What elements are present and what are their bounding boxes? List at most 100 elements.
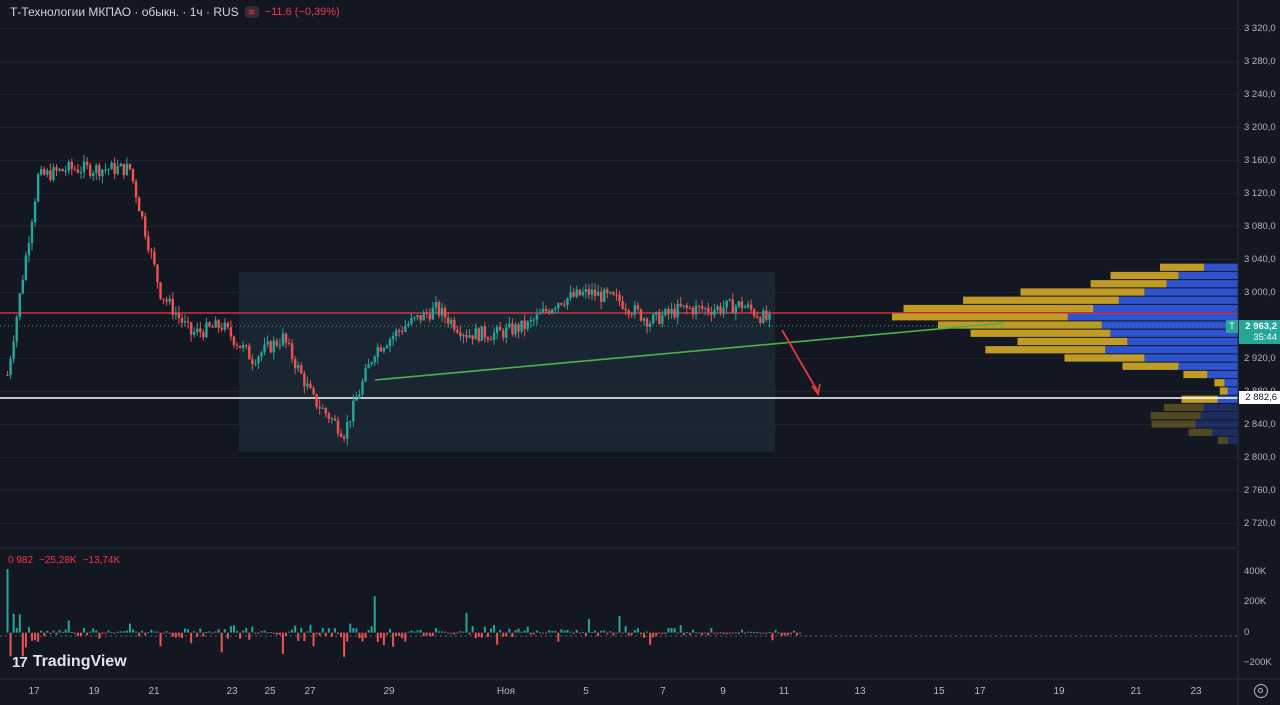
volume-bar bbox=[753, 632, 756, 634]
volume-bar bbox=[327, 628, 330, 633]
candle-body bbox=[382, 348, 386, 352]
candle-body bbox=[61, 168, 64, 172]
volume-bar bbox=[131, 629, 134, 633]
candle-body bbox=[459, 332, 462, 337]
candle-body bbox=[159, 282, 162, 299]
candle-body bbox=[535, 314, 539, 320]
volume-bar bbox=[563, 630, 566, 633]
candle-body bbox=[156, 264, 159, 283]
candle-body bbox=[177, 313, 181, 318]
volume-bar bbox=[229, 626, 232, 633]
consolidation-zone[interactable] bbox=[239, 272, 775, 452]
volume-bar bbox=[532, 632, 535, 635]
candle-body bbox=[281, 333, 285, 345]
tradingview-logo[interactable]: 17 TradingView bbox=[12, 653, 127, 671]
candle-body bbox=[290, 343, 294, 359]
volume-profile-up bbox=[1217, 395, 1238, 403]
volume-bar bbox=[73, 632, 76, 634]
candle-body bbox=[483, 326, 487, 338]
candle-body bbox=[596, 291, 600, 296]
candle-body bbox=[64, 170, 67, 172]
candle-body bbox=[223, 322, 226, 330]
volume-bar bbox=[83, 628, 86, 633]
forecast-arrow[interactable] bbox=[781, 329, 821, 397]
candle-body bbox=[284, 333, 288, 343]
volume-profile-up bbox=[1178, 362, 1238, 370]
volume-bar bbox=[284, 632, 287, 636]
volume-profile-down bbox=[891, 313, 1068, 321]
volume-bar bbox=[349, 623, 352, 633]
candle-body bbox=[168, 298, 171, 302]
candle-body bbox=[648, 323, 652, 327]
candle-body bbox=[202, 332, 205, 338]
volume-bar bbox=[612, 632, 615, 636]
volume-bar bbox=[321, 627, 324, 633]
volume-bar bbox=[658, 632, 661, 634]
volume-bar bbox=[575, 629, 578, 633]
volume-bar bbox=[551, 631, 554, 633]
candle-body bbox=[563, 304, 566, 306]
volume-bar bbox=[740, 629, 743, 633]
candle-body bbox=[217, 320, 220, 328]
volume-profile-down bbox=[1217, 436, 1228, 445]
volume-value-2: −25,28K bbox=[39, 555, 77, 566]
candle-body bbox=[544, 308, 548, 312]
candle-body bbox=[710, 312, 713, 315]
volume-bar bbox=[682, 632, 685, 636]
candle-body bbox=[639, 309, 643, 321]
candle-body bbox=[352, 400, 355, 422]
volume-profile-down bbox=[1188, 428, 1213, 436]
candle-body bbox=[658, 311, 661, 325]
volume-bar bbox=[630, 632, 633, 635]
volume-bar bbox=[6, 569, 9, 633]
candle-body bbox=[633, 305, 637, 315]
candle-body bbox=[232, 336, 236, 345]
trend-line[interactable] bbox=[374, 322, 1005, 381]
candle-body bbox=[70, 161, 73, 169]
candle-body bbox=[529, 319, 532, 322]
volume-bar bbox=[750, 631, 753, 633]
candle-body bbox=[153, 251, 156, 265]
symbol-title[interactable]: Т-Технологии МКПАО · обыкн. · 1ч · RUS bbox=[10, 5, 239, 19]
volume-bar bbox=[774, 629, 777, 633]
volume-bar bbox=[780, 632, 783, 636]
volume-bar bbox=[232, 625, 235, 633]
volume-profile-up bbox=[1144, 354, 1238, 362]
candle-body bbox=[339, 433, 343, 437]
candle-body bbox=[376, 347, 379, 357]
volume-profile-down bbox=[1183, 370, 1208, 379]
candle-body bbox=[743, 306, 747, 308]
price-tick-label: 2 760,0 bbox=[1244, 484, 1276, 496]
volume-profile-down bbox=[1214, 379, 1225, 387]
settings-icon[interactable] bbox=[1254, 684, 1268, 698]
volume-profile bbox=[891, 263, 1238, 445]
volume-bar bbox=[661, 632, 664, 634]
volume-bar bbox=[86, 632, 89, 636]
volume-profile-down bbox=[1219, 387, 1228, 395]
volume-bar bbox=[615, 632, 618, 634]
volume-bar bbox=[318, 632, 321, 636]
volume-bar bbox=[340, 632, 343, 638]
volume-bar bbox=[734, 632, 737, 634]
volume-bar bbox=[483, 626, 486, 633]
volume-legend: 0 982 −25,28K −13,74K bbox=[8, 555, 120, 566]
volume-bar bbox=[490, 628, 493, 633]
candle-body bbox=[728, 299, 731, 301]
volume-bar bbox=[101, 632, 104, 634]
date-tick-label: 17 bbox=[974, 686, 986, 697]
volume-bar bbox=[95, 630, 98, 633]
candle-body bbox=[621, 301, 624, 309]
volume-bar bbox=[34, 632, 37, 641]
candle-body bbox=[489, 339, 493, 341]
volume-profile-down bbox=[903, 304, 1094, 313]
volume-bar bbox=[710, 628, 713, 633]
candle-body bbox=[670, 308, 673, 314]
candle-body bbox=[541, 308, 545, 313]
volume-bar bbox=[113, 632, 116, 634]
volume-bar bbox=[762, 632, 765, 634]
volume-bar bbox=[737, 632, 740, 635]
candle-body bbox=[440, 307, 444, 316]
volume-bar bbox=[704, 632, 707, 634]
volume-bar bbox=[462, 631, 465, 633]
